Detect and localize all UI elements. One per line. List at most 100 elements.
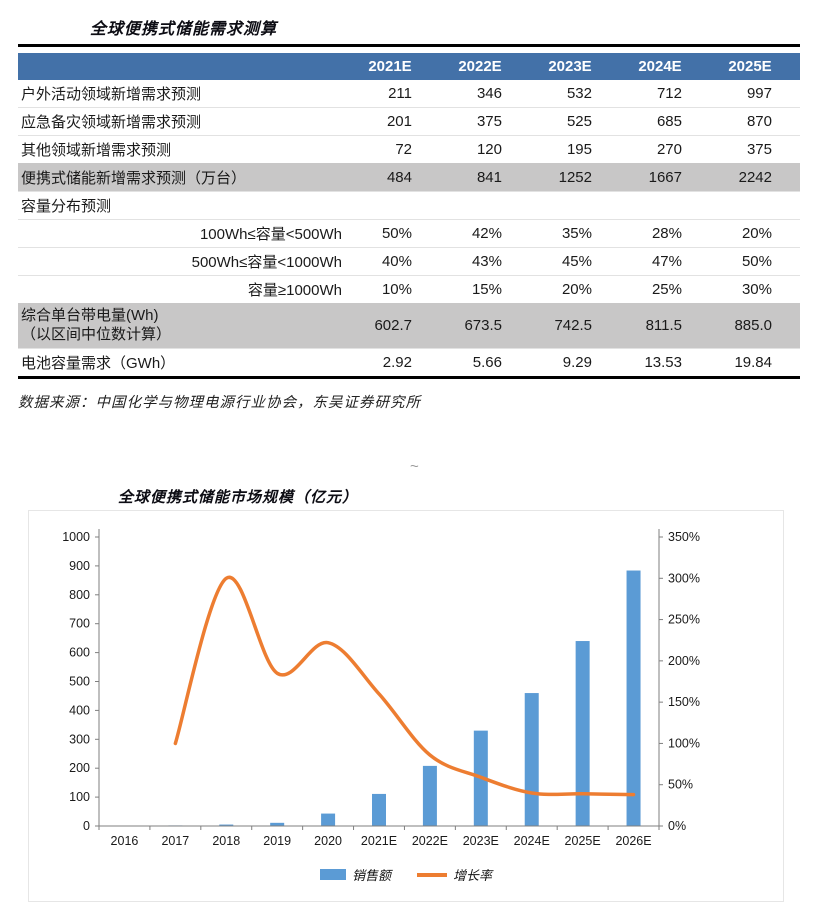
right-axis-label: 100% [668, 736, 700, 750]
left-axis-label: 400 [69, 703, 90, 717]
demand-table: 2021E 2022E 2023E 2024E 2025E 户外活动领域新增需求预测 21… [18, 53, 800, 379]
row-value: 20% [710, 219, 800, 248]
right-axis-label: 350% [668, 530, 700, 544]
sales-bar [422, 765, 437, 826]
row-value: 10% [350, 275, 440, 304]
x-axis-label: 2025E [565, 834, 601, 848]
right-axis-label: 200% [668, 654, 700, 668]
x-axis-label: 2020 [314, 834, 342, 848]
header-year-cell: 2024E [620, 53, 710, 80]
right-axis-label: 250% [668, 613, 700, 627]
left-axis-label: 800 [69, 588, 90, 602]
table-title: 全球便携式储能需求测算 [90, 21, 278, 38]
x-axis-label: 2024E [514, 834, 550, 848]
row-label: 500Wh≤容量<1000Wh [18, 247, 350, 276]
row-value: 30% [710, 275, 800, 304]
row-value: 2242 [710, 163, 800, 192]
sales-bar [321, 813, 336, 826]
x-axis-label: 2023E [463, 834, 499, 848]
left-axis-label: 900 [69, 559, 90, 573]
table-row: 应急备灾领域新增需求预测 201 375 525 685 870 [18, 107, 800, 136]
row-value [710, 191, 800, 220]
market-chart: 0 100 200 300 400 500 600 700 800 900 1000 0% 50% 100… [28, 510, 784, 902]
legend-line-swatch [417, 872, 447, 877]
row-value: 42% [440, 219, 530, 248]
row-value: 525 [530, 107, 620, 136]
table-row: 便携式储能新增需求预测（万台） 484 841 1252 1667 2242 [18, 163, 800, 192]
table-header-row: 2021E 2022E 2023E 2024E 2025E [18, 53, 800, 80]
row-value: 885.0 [710, 303, 800, 348]
row-value: 375 [710, 135, 800, 164]
row-value: 712 [656, 85, 682, 102]
table-row: 其他领域新增需求预测 72 120 195 270 375 [18, 135, 800, 164]
row-value: 40% [350, 247, 440, 276]
row-value: 43% [440, 247, 530, 276]
row-value [350, 191, 440, 220]
row-value: 1252 [530, 163, 620, 192]
row-value: 742.5 [530, 303, 620, 348]
table-row: 容量分布预测 [18, 191, 800, 220]
row-value: 673.5 [440, 303, 530, 348]
left-axis-label: 700 [69, 617, 90, 631]
row-value: 5.66 [440, 347, 530, 377]
row-value: 47% [620, 247, 710, 276]
row-label: 100Wh≤容量<500Wh [18, 219, 350, 248]
sales-bar [626, 570, 641, 826]
growth-line [173, 575, 636, 797]
header-blank-cell [18, 53, 350, 80]
table-top-rule [18, 44, 800, 47]
row-value [530, 191, 620, 220]
left-axis-label: 300 [69, 732, 90, 746]
table-row: 综合单台带电量(Wh) （以区间中位数计算） 602.7 673.5 742.5 811.… [18, 303, 800, 348]
right-axis-label: 50% [668, 778, 693, 792]
row-value: 19.84 [710, 347, 800, 377]
left-axis-label: 100 [69, 790, 90, 804]
row-label: 综合单台带电量(Wh) （以区间中位数计算） [18, 303, 350, 348]
row-value: 120 [440, 135, 530, 164]
source-note: 数据来源：中国化学与物理电源行业协会，东吴证券研究所 [18, 395, 421, 411]
table-row: 电池容量需求（GWh） 2.92 5.66 9.29 13.53 19.84 [18, 347, 800, 377]
row-value: 28% [620, 219, 710, 248]
left-axis-label: 200 [69, 761, 90, 775]
row-value: 20% [530, 275, 620, 304]
row-value: 15% [440, 275, 530, 304]
x-axis-label: 2017 [161, 834, 189, 848]
row-value: 50% [710, 247, 800, 276]
x-axis-label: 2016 [111, 834, 139, 848]
row-value: 841 [440, 163, 530, 192]
row-value: 997 [746, 85, 772, 102]
row-label: 应急备灾领域新增需求预测 [18, 107, 350, 136]
legend-label: 销售额 [351, 868, 391, 883]
table-row: 容量≥1000Wh 10% 15% 20% 25% 30% [18, 275, 800, 304]
right-axis-label: 150% [668, 695, 700, 709]
table-row: 500Wh≤容量<1000Wh 40% 43% 45% 47% 50% [18, 247, 800, 276]
row-value: 201 [350, 107, 440, 136]
legend-label: 增长率 [453, 868, 493, 883]
x-axis-label: 2022E [412, 834, 448, 848]
header-year-cell: 2021E [350, 53, 440, 80]
row-value: 25% [620, 275, 710, 304]
sales-bar [524, 693, 539, 826]
right-axis-label: 300% [668, 571, 700, 585]
market-chart-svg: 0 100 200 300 400 500 600 700 800 900 1000 0% 50% 100… [62, 529, 700, 848]
x-axis-label: 2018 [212, 834, 240, 848]
x-axis-label: 2021E [361, 834, 397, 848]
sales-bar [372, 793, 386, 826]
scan-artifact: ~ [410, 458, 419, 475]
row-value: 211 [388, 85, 412, 102]
row-label: 容量≥1000Wh [18, 275, 350, 304]
row-value: 270 [620, 135, 710, 164]
table-row: 户外活动领域新增需求预测 211 346 532 712 997 [18, 80, 800, 108]
row-value: 72 [350, 135, 440, 164]
chart-legend: 销售额 增长率 [29, 865, 783, 884]
sales-bar [219, 824, 234, 826]
row-value: 50% [350, 219, 440, 248]
header-year-cell: 2022E [440, 53, 530, 80]
right-axis-label: 0% [668, 819, 686, 833]
sales-bar [575, 641, 590, 826]
legend-item: 销售额 [319, 865, 391, 884]
header-year-cell: 2025E [710, 53, 800, 80]
row-value: 685 [620, 107, 710, 136]
left-axis-label: 500 [69, 675, 90, 689]
x-axis-label: 2026E [615, 834, 651, 848]
